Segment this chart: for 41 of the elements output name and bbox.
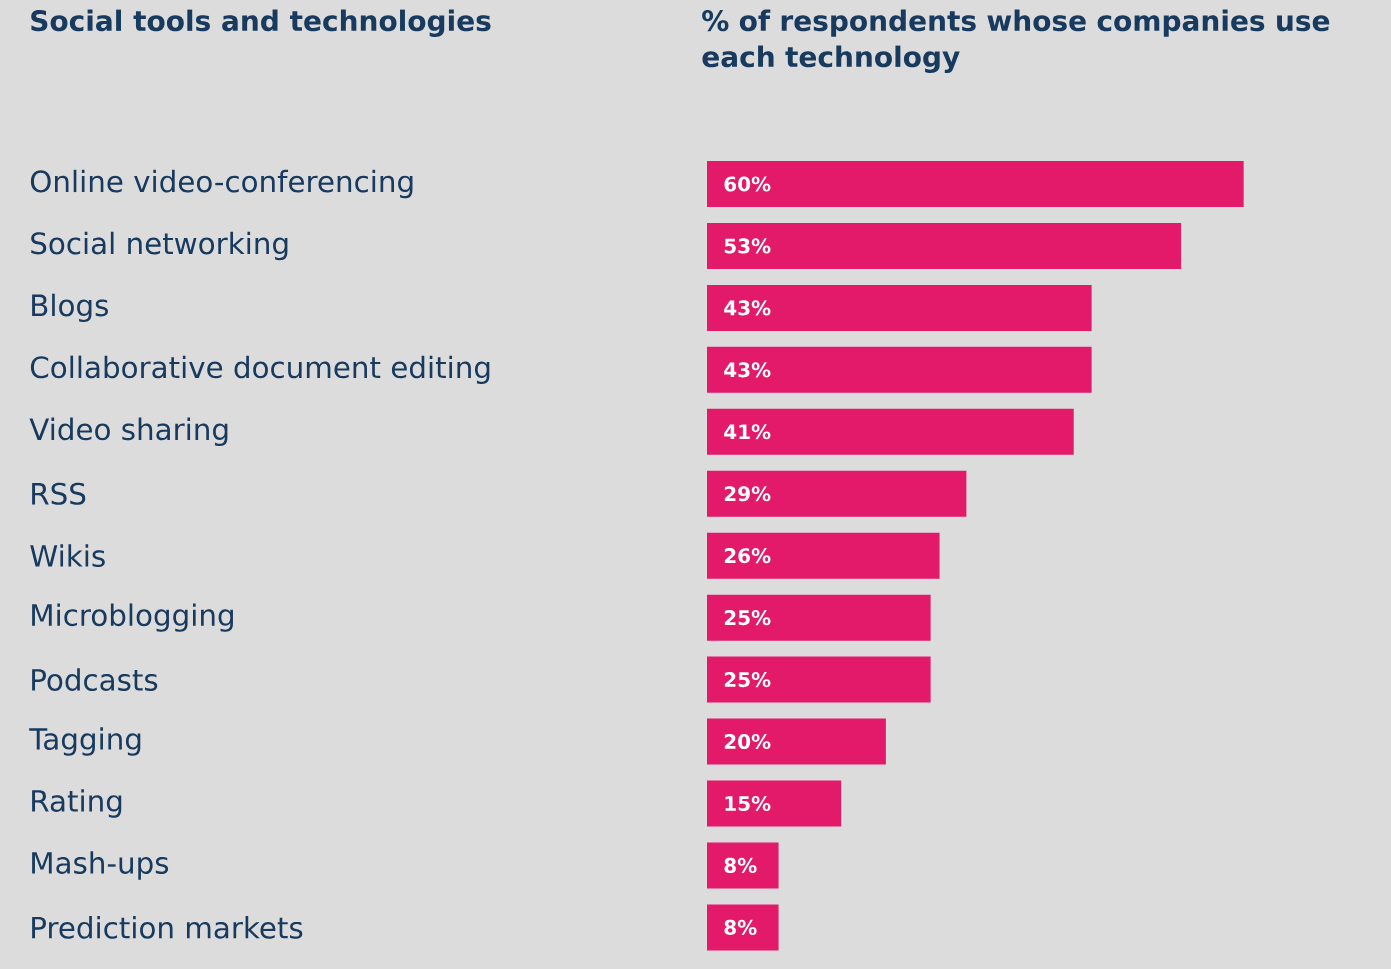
data-label: 8% xyxy=(724,919,757,935)
bar xyxy=(707,842,779,889)
bar xyxy=(707,470,967,517)
data-label: 25% xyxy=(724,672,771,688)
y-tick-label: Microblogging xyxy=(32,603,233,632)
data-label: 41% xyxy=(724,424,771,440)
y-tick-label: Collaborative document editing xyxy=(30,355,490,385)
y-tick-label: Tagging xyxy=(29,727,141,756)
data-label: 60% xyxy=(724,176,771,192)
data-label: 26% xyxy=(724,548,771,564)
data-label: 8% xyxy=(724,857,757,873)
y-tick-label: Rating xyxy=(32,789,122,818)
y-tick-label: Mash-ups xyxy=(32,851,169,880)
chart-title: % of respondents whose companies use each technology xyxy=(702,9,1330,73)
y-tick-label: Wikis xyxy=(30,544,105,568)
y-tick-label: Blogs xyxy=(32,293,108,323)
data-label: 43% xyxy=(724,300,771,316)
bar xyxy=(707,222,1182,269)
y-tick-label: Podcasts xyxy=(32,668,158,691)
bar xyxy=(707,718,886,765)
bar xyxy=(707,160,1244,207)
y-tick-label: Social networking xyxy=(31,231,288,261)
bar xyxy=(707,284,1092,331)
data-label: 15% xyxy=(725,795,771,812)
y-tick-label: RSS xyxy=(32,482,86,505)
y-tick-label: Video sharing xyxy=(29,417,228,446)
data-label: 53% xyxy=(724,238,771,254)
bar xyxy=(707,594,931,641)
data-label: 20% xyxy=(724,733,771,750)
data-label: 29% xyxy=(724,486,771,502)
y-tick-label: Prediction markets xyxy=(32,916,303,939)
bar xyxy=(707,656,931,703)
bar xyxy=(707,532,940,579)
data-label: 25% xyxy=(724,610,771,626)
bar xyxy=(707,408,1074,455)
bar xyxy=(707,346,1092,393)
bar xyxy=(707,780,842,827)
text: Social tools and technologies xyxy=(31,9,491,37)
data-label: 43% xyxy=(724,362,771,378)
bar xyxy=(707,904,779,951)
y-tick-label: Online video-conferencing xyxy=(30,169,413,199)
